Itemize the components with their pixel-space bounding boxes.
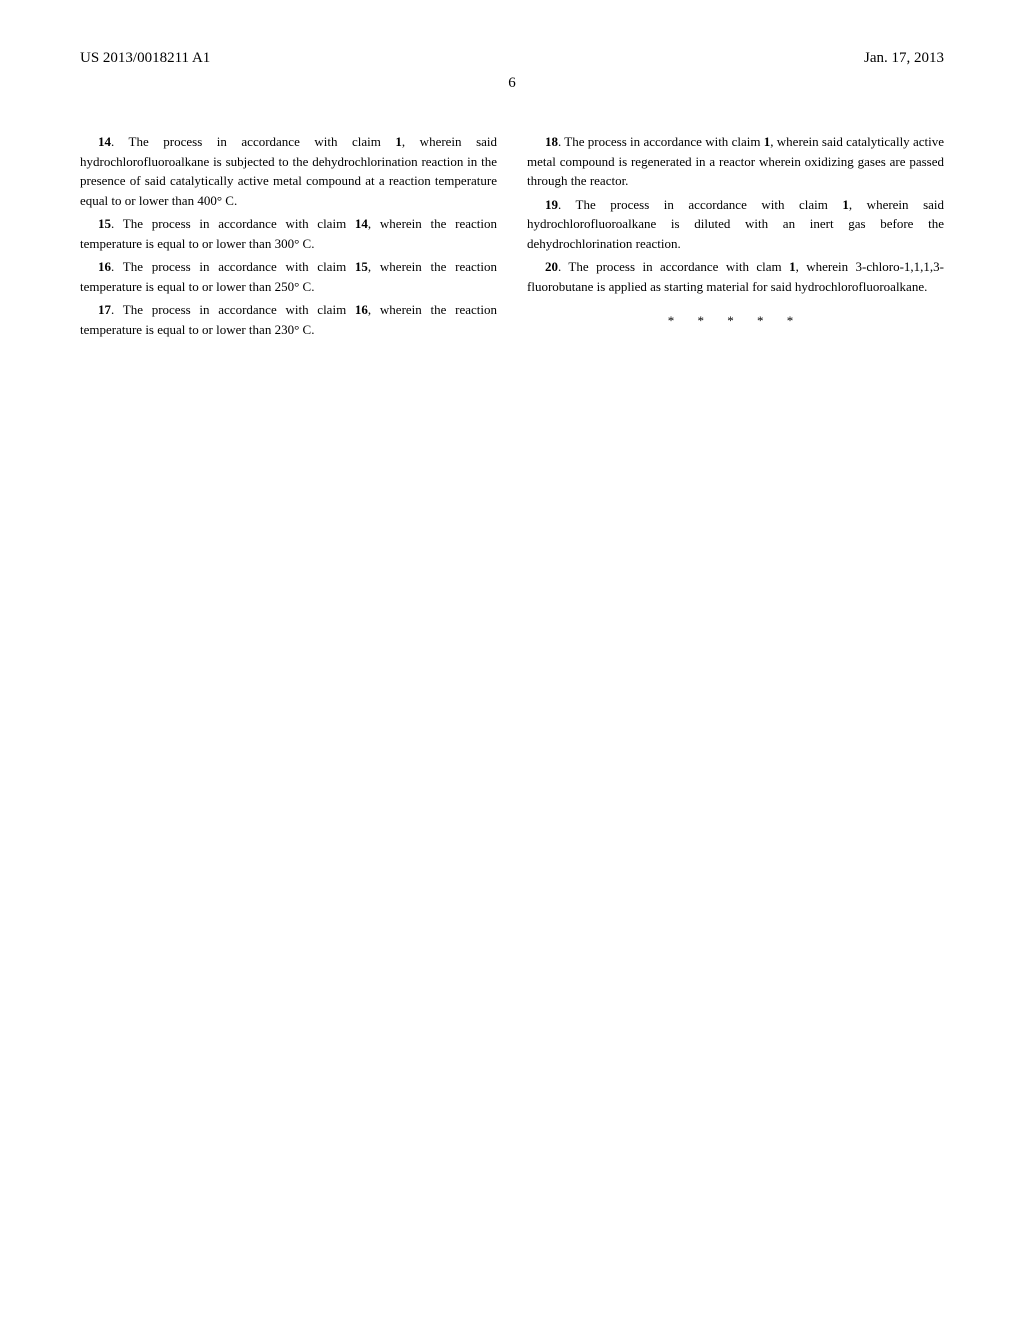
- claim-14: 14. The process in accordance with claim…: [80, 132, 497, 210]
- claim-ref: 15: [355, 259, 368, 274]
- claim-number: 16: [98, 259, 111, 274]
- claim-text: . The process in accordance with claim: [111, 259, 355, 274]
- claim-text: . The process in accordance with claim: [111, 216, 355, 231]
- claim-16: 16. The process in accordance with claim…: [80, 257, 497, 296]
- claim-number: 18: [545, 134, 558, 149]
- publication-number: US 2013/0018211 A1: [80, 50, 210, 67]
- claim-number: 17: [98, 302, 111, 317]
- page-number: 6: [80, 75, 944, 92]
- claim-19: 19. The process in accordance with claim…: [527, 195, 944, 254]
- end-asterisks: * * * * *: [527, 311, 944, 331]
- content-columns: 14. The process in accordance with claim…: [80, 132, 944, 343]
- claim-18: 18. The process in accordance with claim…: [527, 132, 944, 191]
- claim-text: . The process in accordance with claim: [558, 134, 764, 149]
- claim-number: 19: [545, 197, 558, 212]
- claim-ref: 14: [355, 216, 368, 231]
- page-header: US 2013/0018211 A1 Jan. 17, 2013: [80, 50, 944, 67]
- claim-text: . The process in accordance with claim: [111, 302, 355, 317]
- right-column: 18. The process in accordance with claim…: [527, 132, 944, 343]
- claim-ref: 16: [355, 302, 368, 317]
- claim-number: 20: [545, 259, 558, 274]
- claim-15: 15. The process in accordance with claim…: [80, 214, 497, 253]
- claim-20: 20. The process in accordance with clam …: [527, 257, 944, 296]
- left-column: 14. The process in accordance with claim…: [80, 132, 497, 343]
- claim-text: . The process in accordance with claim: [558, 197, 842, 212]
- claim-text: . The process in accordance with clam: [558, 259, 789, 274]
- claim-17: 17. The process in accordance with claim…: [80, 300, 497, 339]
- claim-number: 14: [98, 134, 111, 149]
- claim-number: 15: [98, 216, 111, 231]
- claim-text: . The process in accordance with claim: [111, 134, 395, 149]
- publication-date: Jan. 17, 2013: [864, 50, 944, 67]
